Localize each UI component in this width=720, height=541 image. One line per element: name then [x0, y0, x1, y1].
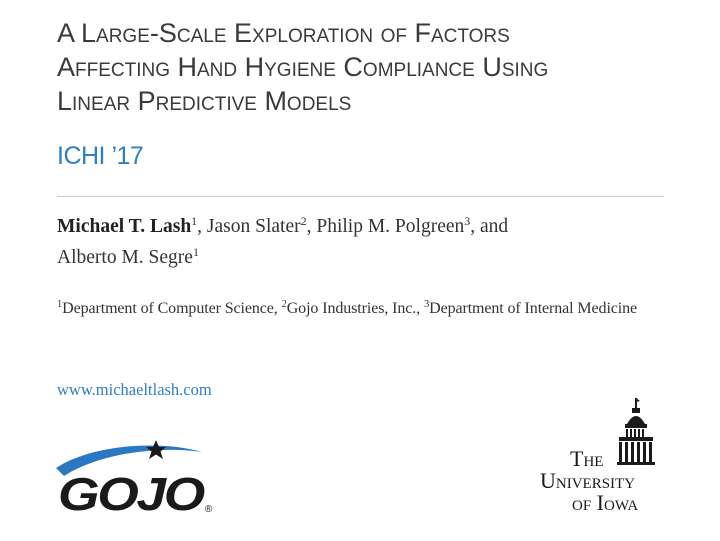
gojo-swoosh — [56, 445, 202, 476]
title-line-2: Affecting Hand Hygiene Compliance Using — [57, 52, 549, 82]
affiliations: 1Department of Computer Science, 2Gojo I… — [57, 295, 669, 322]
affil-2-marker: 2 — [281, 299, 287, 310]
author-2-affil: 2 — [300, 214, 307, 228]
author-1-affil: 1 — [191, 214, 198, 228]
author-4-affil: 1 — [192, 245, 199, 259]
affil-3-text: Department of Internal Medicine — [429, 300, 638, 317]
author-3-name: Philip M. Polgreen — [316, 216, 465, 237]
author-separator: , and — [470, 216, 509, 237]
paper-title: A Large-Scale Exploration of Factors Aff… — [57, 16, 677, 118]
author-3-affil: 3 — [464, 214, 471, 228]
author-list: Michael T. Lash1, Jason Slater2, Philip … — [57, 211, 667, 273]
university-of-iowa-logo: The University of Iowa — [540, 398, 655, 515]
author-2-name: Jason Slater — [206, 216, 301, 237]
gojo-wordmark: GOJO — [58, 468, 206, 518]
venue-label: ICHI ’17 — [57, 142, 144, 170]
divider — [57, 196, 664, 197]
uiowa-line-the: The — [570, 446, 603, 471]
affil-1-marker: 1 — [57, 299, 63, 310]
title-line-1: A Large-Scale Exploration of Factors — [57, 18, 510, 48]
uiowa-line-of-iowa: of Iowa — [572, 490, 638, 515]
author-1-name: Michael T. Lash — [57, 216, 192, 237]
old-capitol-icon — [617, 398, 655, 465]
gojo-logo: GOJO ® — [56, 440, 213, 518]
title-line-3: Linear Predictive Models — [57, 86, 352, 116]
gojo-star — [146, 440, 166, 459]
gojo-registered-mark: ® — [205, 504, 213, 515]
author-separator: , — [306, 216, 317, 237]
author-website-link[interactable]: www.michaeltlash.com — [57, 380, 212, 399]
affil-3-marker: 3 — [423, 299, 430, 310]
affil-2-text: Gojo Industries, Inc., — [286, 300, 424, 317]
affil-1-text: Department of Computer Science, — [62, 300, 282, 317]
author-separator: , — [197, 216, 207, 237]
author-4-name: Alberto M. Segre — [57, 247, 193, 268]
uiowa-line-university: University — [540, 468, 635, 493]
